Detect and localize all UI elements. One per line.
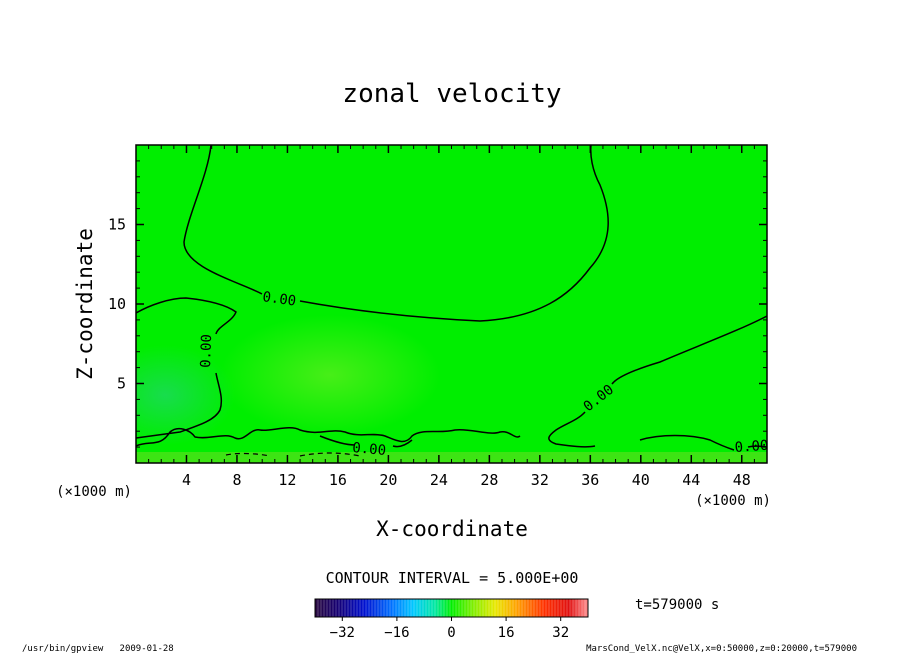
contour-label: 0.00 xyxy=(734,438,769,456)
contour-bottom-ragged xyxy=(136,427,521,447)
colorbar-tick-label: 32 xyxy=(552,625,569,641)
footer-left: /usr/bin/gpview 2009-01-28 xyxy=(22,644,174,654)
colorbar-tick-label: 0 xyxy=(447,625,455,641)
x-tick-label: 36 xyxy=(581,471,599,489)
contour-label: 0.00 xyxy=(352,440,387,459)
contour-left-mid xyxy=(136,297,237,335)
x-tick-label: 4 xyxy=(182,471,191,489)
x-tick-label: 28 xyxy=(480,471,498,489)
field-surface-band xyxy=(136,452,767,463)
y-tick-label: 5 xyxy=(117,375,126,393)
colorbar-tick-label: 16 xyxy=(498,625,515,641)
y-axis-ticks: 5 10 15 xyxy=(108,160,767,448)
x-tick-label: 24 xyxy=(430,471,448,489)
contour-left-lower xyxy=(136,372,223,439)
x-tick-label: 40 xyxy=(632,471,650,489)
plot-area: 0.00 0.00 0.00 0.00 0.00 xyxy=(136,145,769,463)
x-unit-label: (×1000 m) xyxy=(695,493,771,509)
x-tick-label: 44 xyxy=(682,471,700,489)
chart-title: zonal velocity xyxy=(342,79,561,109)
contour-lines xyxy=(136,145,767,457)
x-axis-label: X-coordinate xyxy=(376,517,528,541)
colorbar-ticks: −32 −16 0 16 32 xyxy=(330,617,569,641)
time-label: t=579000 s xyxy=(635,597,719,613)
colorbar-tick-label: −16 xyxy=(384,625,409,641)
y-axis-label: Z-coordinate xyxy=(73,228,97,380)
y-tick-label: 15 xyxy=(108,216,126,234)
contour-label: 0.00 xyxy=(261,289,297,310)
colorbar-stripes xyxy=(317,599,586,617)
field-background xyxy=(136,145,767,463)
colorbar-gradient xyxy=(315,599,588,617)
x-tick-label: 16 xyxy=(329,471,347,489)
footer-right: MarsCond_VelX.nc@VelX,x=0:50000,z=0:2000… xyxy=(586,644,857,654)
z-unit-label: (×1000 m) xyxy=(56,484,132,500)
contour-negative-dashed xyxy=(225,452,361,457)
field-positive-region xyxy=(220,315,440,435)
contour-right-diagonal xyxy=(548,315,767,448)
x-tick-label: 20 xyxy=(379,471,397,489)
contour-bottom-center xyxy=(319,435,413,448)
contour-upper xyxy=(183,145,609,322)
contour-interval-label: CONTOUR INTERVAL = 5.000E+00 xyxy=(326,569,579,587)
colorbar-tick-label: −32 xyxy=(330,625,355,641)
y-tick-label: 10 xyxy=(108,295,126,313)
x-axis-ticks: 4 8 12 16 20 24 28 32 36 40 44 48 xyxy=(148,145,768,489)
contour-label: 0.00 xyxy=(198,334,215,368)
x-tick-label: 48 xyxy=(733,471,751,489)
colorbar: −32 −16 0 16 32 xyxy=(314,598,589,641)
x-tick-label: 32 xyxy=(531,471,549,489)
x-tick-label: 8 xyxy=(232,471,241,489)
x-tick-label: 12 xyxy=(278,471,296,489)
